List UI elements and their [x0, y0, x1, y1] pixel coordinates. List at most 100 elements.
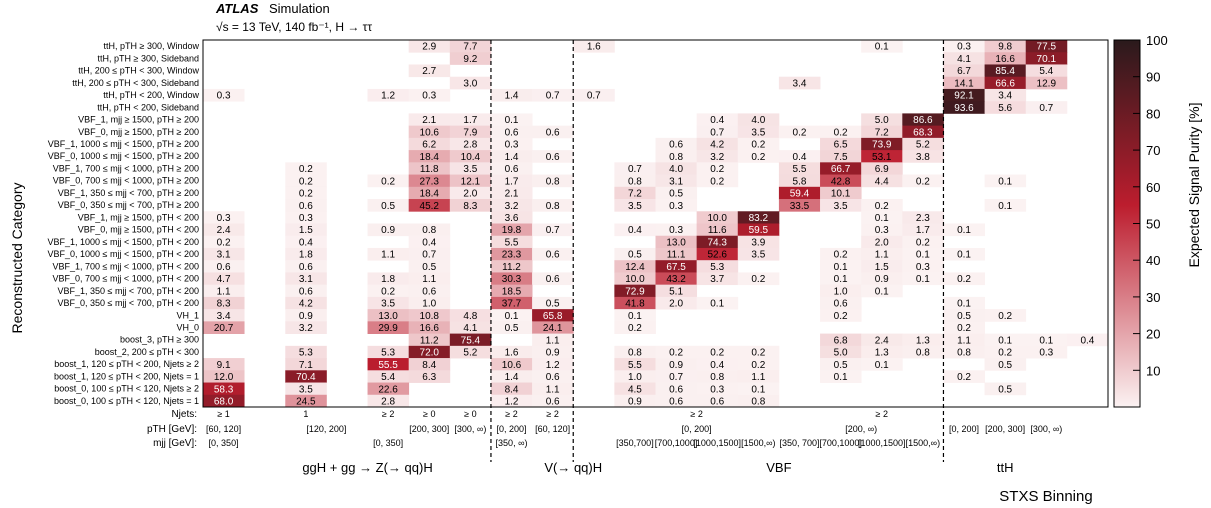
heatmap-cell: [943, 345, 985, 359]
cell-value-label: 0.1: [875, 42, 889, 53]
cell-value-label: 70.1: [1037, 54, 1057, 65]
cell-value-label: 0.1: [834, 262, 848, 273]
cell-value-label: 3.5: [751, 127, 765, 138]
heatmap-cell: [861, 113, 903, 127]
colorbar-tick-label: 30: [1146, 290, 1160, 305]
column-header-label: Njets:: [171, 409, 197, 420]
heatmap-cell: [408, 260, 451, 273]
heatmap-cell: [737, 382, 780, 396]
heatmap-cell: [532, 223, 574, 237]
process-group-label: VBF: [766, 460, 791, 475]
cell-value-label: 3.1: [217, 250, 231, 261]
cell-value-label: 4.0: [669, 164, 683, 175]
heatmap-cell: [820, 333, 862, 347]
column-bin-label: ≥ 2: [505, 409, 517, 419]
cell-value-label: 0.7: [422, 250, 436, 261]
cell-value-label: 0.1: [710, 299, 724, 310]
cell-value-label: 1.4: [505, 152, 519, 163]
cell-value-label: 45.2: [420, 201, 440, 212]
heatmap-cell: [984, 358, 1027, 371]
heatmap-cell: [408, 296, 451, 310]
heatmap-cell: [655, 260, 698, 273]
heatmap-cell: [614, 382, 656, 396]
column-dividers: [490, 40, 945, 462]
heatmap-cell: [1025, 40, 1068, 53]
cell-value-label: 0.8: [546, 201, 560, 212]
heatmap-cell: [490, 235, 533, 249]
cell-value-label: 2.9: [422, 42, 436, 53]
cell-value-label: 30.3: [502, 274, 522, 285]
cell-value-label: 0.2: [751, 152, 765, 163]
cell-value-label: 0.5: [998, 384, 1012, 395]
heatmap-cell: [449, 76, 492, 90]
cell-value-label: 0.2: [834, 127, 848, 138]
heatmap-cell: [408, 370, 451, 383]
heatmap-cell: [737, 235, 780, 249]
cell-value-label: 0.6: [299, 286, 313, 297]
heatmap-cell: [532, 333, 574, 347]
cell-value-label: 0.8: [751, 396, 765, 407]
heatmap-cell: [778, 150, 821, 163]
heatmap-cell: [696, 345, 739, 359]
cell-value-label: 85.4: [995, 66, 1015, 77]
heatmap-cell: [449, 52, 492, 65]
heatmap-cell: [820, 345, 862, 359]
cell-value-label: 9.2: [463, 54, 477, 65]
heatmap-cell: [573, 40, 615, 53]
heatmap-cell: [449, 174, 492, 188]
heatmap-cell: [490, 199, 533, 212]
heatmap-cell: [984, 345, 1027, 359]
cell-value-label: 0.5: [998, 360, 1012, 371]
heatmap-cell: [861, 345, 903, 359]
heatmap-cell: [820, 125, 862, 139]
heatmap-cell: [203, 394, 245, 408]
cell-value-label: 5.2: [463, 348, 477, 359]
cell-value-label: 0.2: [957, 323, 971, 334]
cell-value-label: 0.2: [751, 140, 765, 151]
cell-value-label: 2.7: [422, 66, 436, 77]
cell-value-label: 0.7: [710, 127, 724, 138]
heatmap-cell: [285, 382, 327, 396]
heatmap-cell: [408, 321, 451, 334]
column-bin-label: 1: [303, 409, 308, 419]
heatmap-cell: [861, 137, 903, 151]
heatmap-cell: [367, 199, 410, 212]
cell-value-label: 3.2: [505, 201, 519, 212]
cell-value-label: 12.9: [1037, 78, 1057, 89]
heatmap-cell: [532, 345, 574, 359]
heatmap-cell: [984, 309, 1027, 322]
heatmap-cell: [737, 211, 780, 224]
heatmap-cell: [902, 137, 944, 151]
cell-value-label: 0.6: [546, 250, 560, 261]
heatmap-cell: [532, 199, 574, 212]
heatmap-cell: [203, 223, 245, 237]
heatmap-cell: [408, 88, 451, 102]
cell-value-label: 1.1: [422, 274, 436, 285]
cell-value-label: 77.5: [1037, 42, 1057, 53]
heatmap-cell: [655, 394, 698, 408]
cell-value-label: 0.3: [916, 262, 930, 273]
heatmap-cell: [490, 370, 533, 383]
heatmap-cell: [367, 321, 410, 334]
row-label: boost_2, 200 ≤ pTH < 300: [95, 347, 199, 357]
heatmap-cells: 2.9 7.7 1.6 0.1 0.3 9.8 77.59.2 4.1 16.6 70.12.7 6…: [203, 40, 1109, 408]
heatmap-cell: [614, 358, 656, 371]
cell-value-label: 0.7: [628, 164, 642, 175]
row-label: boost_0, 100 ≤ pTH < 120, Njets ≥ 2: [54, 384, 199, 394]
heatmap-cell: [490, 174, 533, 188]
heatmap-cell: [285, 174, 327, 188]
heatmap-cell: [203, 370, 245, 383]
cell-value-label: 18.4: [420, 189, 440, 200]
cell-value-label: 10.4: [461, 152, 481, 163]
heatmap-cell: [203, 272, 245, 286]
cell-value-label: 59.4: [790, 189, 810, 200]
row-label: VBF_1, 700 ≤ mjj < 1000, pTH ≥ 200: [53, 163, 199, 173]
column-bin-label: [0, 350]: [373, 438, 403, 448]
cell-value-label: 0.5: [422, 262, 436, 273]
cell-value-label: 8.3: [217, 299, 231, 310]
cell-value-label: 0.3: [1039, 348, 1053, 359]
cell-value-label: 1.4: [505, 91, 519, 102]
cell-value-label: 0.2: [669, 348, 683, 359]
heatmap-cell: [614, 321, 656, 334]
heatmap-cell: [285, 345, 327, 359]
